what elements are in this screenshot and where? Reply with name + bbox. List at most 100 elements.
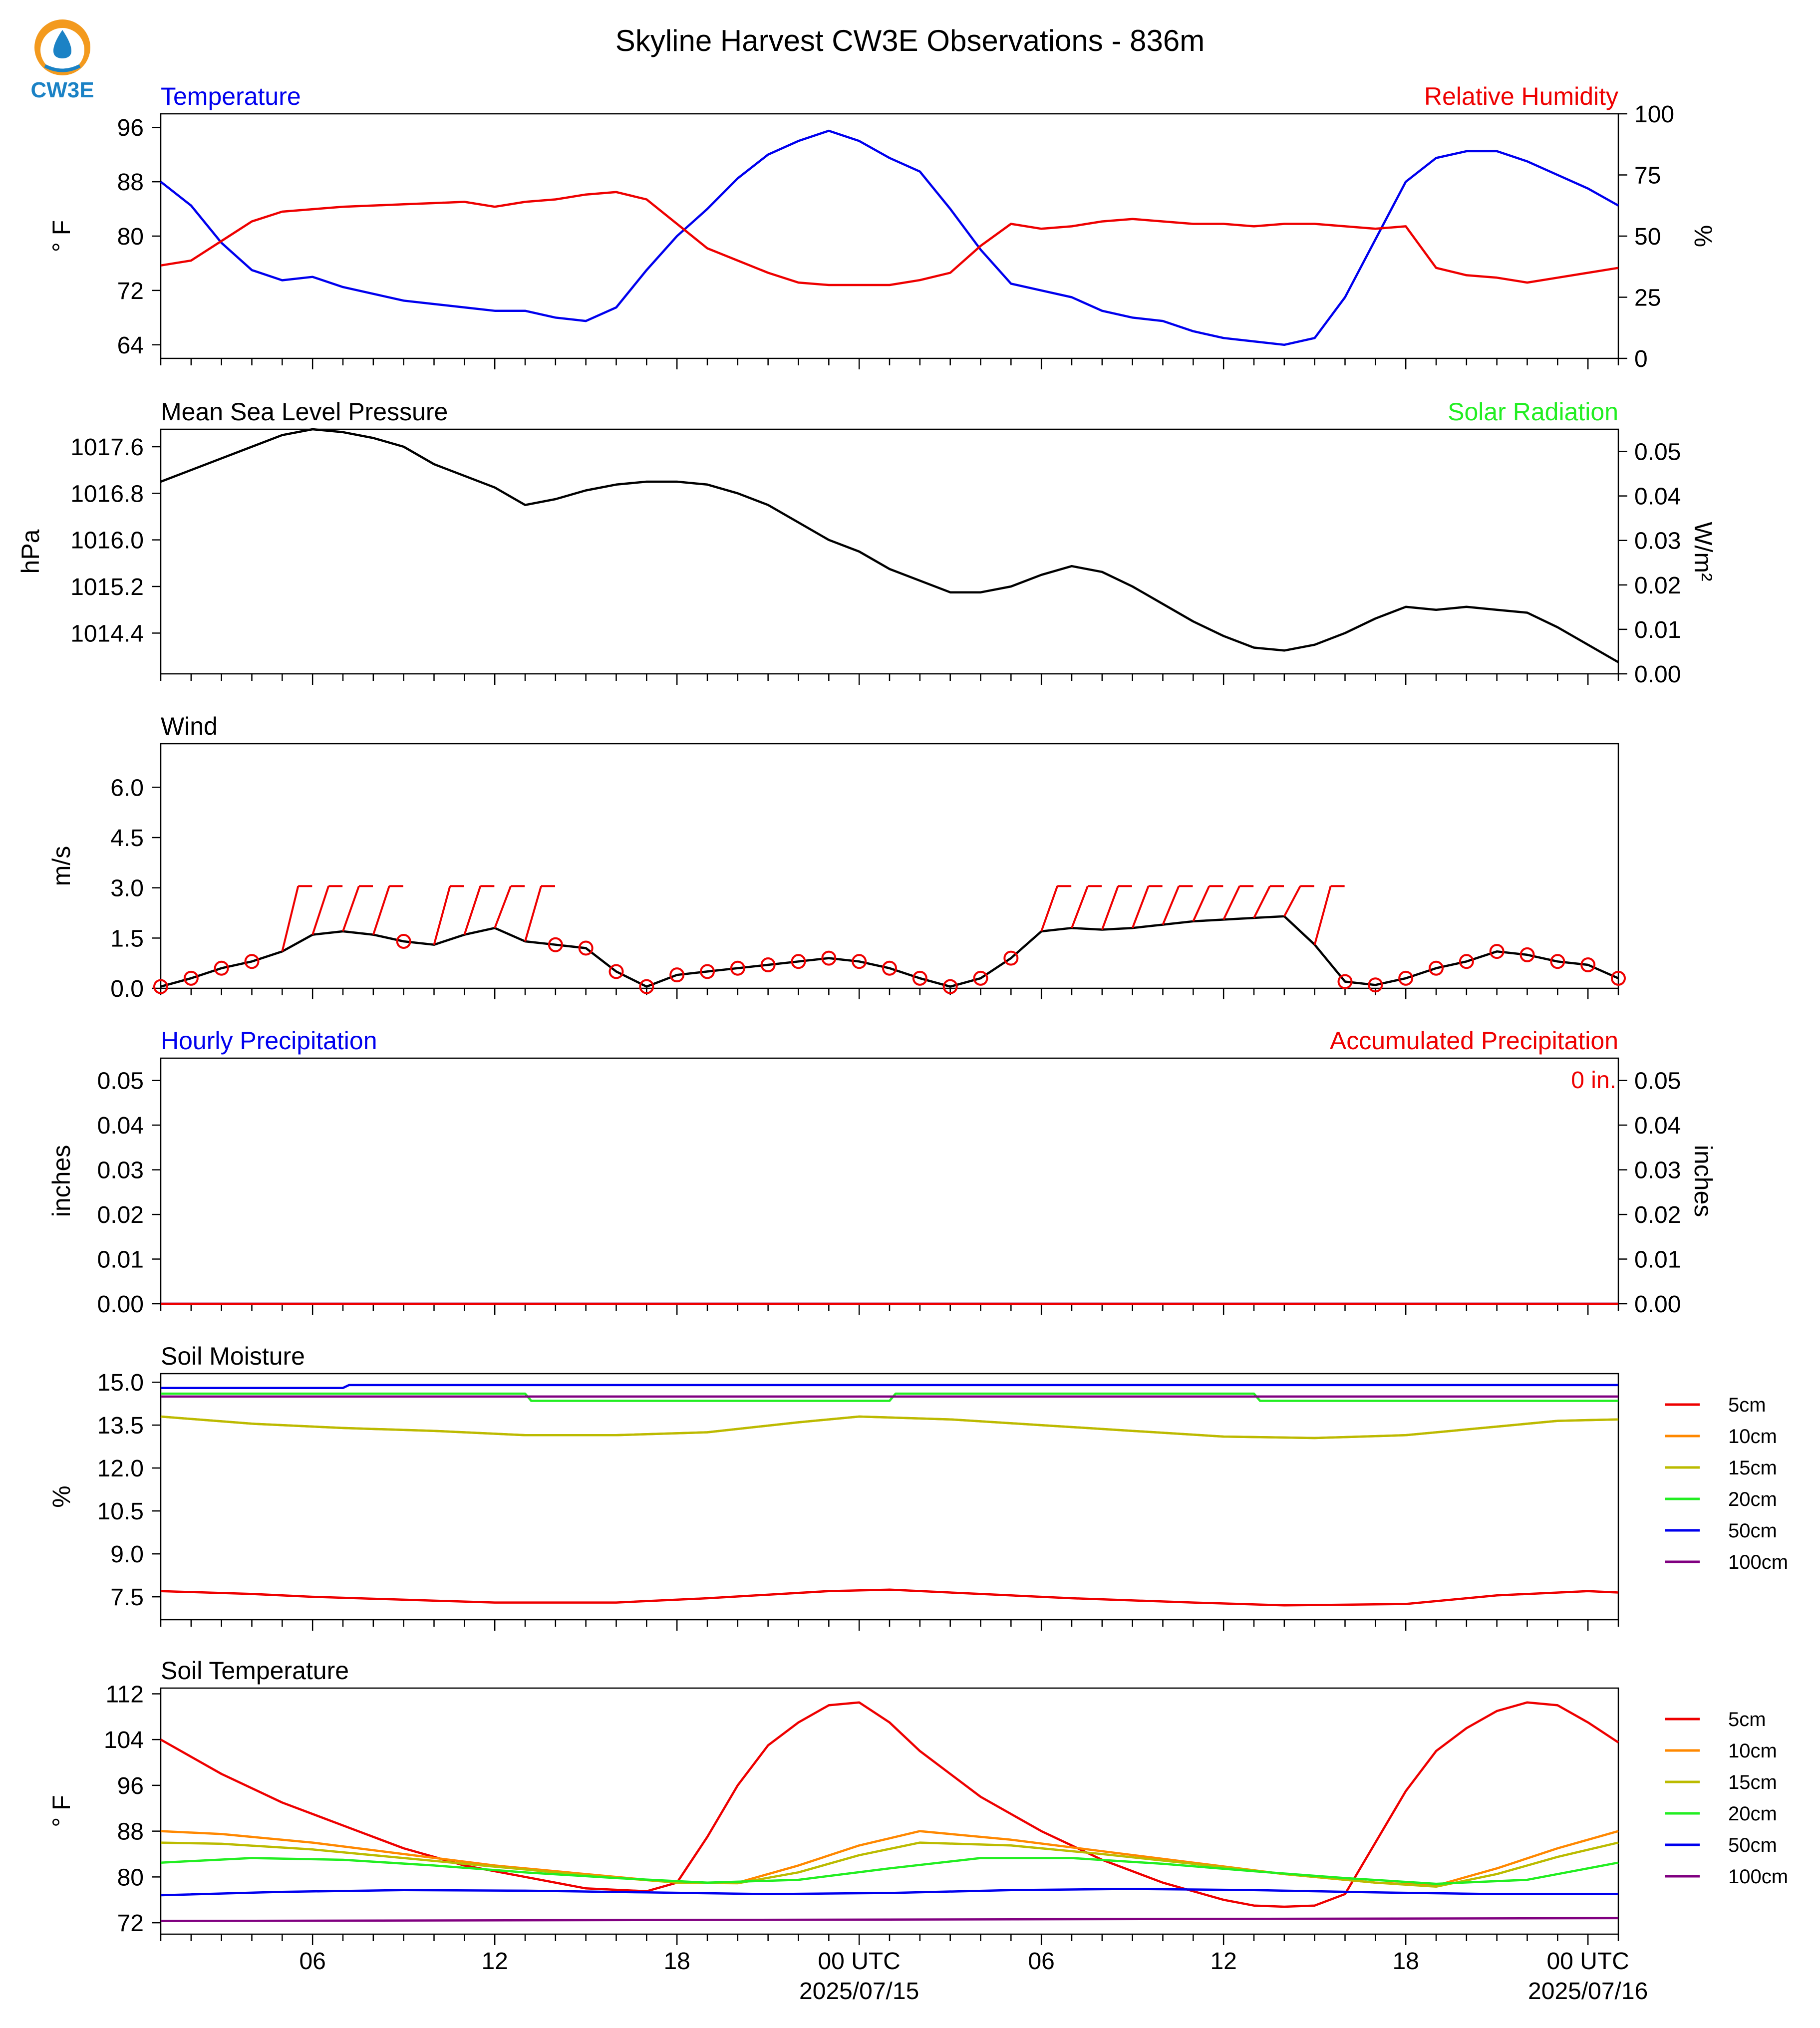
panel-temp_rh: Temperature Relative Humidity 64 72 80 88 96 0 2… — [47, 82, 1717, 372]
x-tick-label: 12 — [481, 1948, 508, 1975]
y-tick-label-left: 0.04 — [97, 1113, 144, 1139]
legend-label: 20cm — [1728, 1803, 1777, 1825]
wind-calm-circle — [973, 970, 988, 986]
wind-calm-circle — [912, 970, 927, 986]
legend-label: 100cm — [1728, 1866, 1788, 1888]
panel-frame — [160, 428, 1619, 675]
wind-barb-staff — [281, 885, 300, 952]
x-date-label: 2025/07/15 — [799, 1978, 919, 2005]
x-tick-label: 18 — [1392, 1948, 1419, 1975]
y-tick-label-left: 1016.8 — [70, 481, 144, 507]
figure-title: Skyline Harvest CW3E Observations - 836m — [615, 24, 1205, 57]
legend-label: 5cm — [1728, 1394, 1766, 1416]
y-tick-label-left: 6.0 — [110, 775, 144, 801]
wind-calm-circle — [700, 964, 715, 979]
legend-label: 10cm — [1728, 1740, 1777, 1762]
wind-calm-circle — [396, 934, 411, 949]
y-axis-label-left: ° F — [47, 220, 75, 252]
wind-barb-staff — [494, 885, 512, 928]
y-tick-label-left: 0.0 — [110, 976, 144, 1002]
y-tick-label-right: 0.00 — [1634, 1291, 1681, 1318]
wind-barb-staff — [1040, 885, 1059, 932]
y-tick-label-left: 112 — [105, 1681, 144, 1708]
panel-wind: Wind 0.0 1.5 3.0 4.5 6.0 m/s — [47, 712, 1626, 1002]
wind-barb-staff — [311, 885, 330, 935]
wind-calm-circle — [1611, 970, 1626, 986]
y-tick-label-left: 104 — [104, 1727, 144, 1753]
wind-calm-circle — [639, 979, 654, 994]
y-tick-label-right: 0.04 — [1634, 1113, 1681, 1139]
x-tick-label: 18 — [663, 1948, 690, 1975]
y-tick-label-right: 0.02 — [1634, 573, 1681, 599]
y-tick-label-left: 1017.6 — [70, 434, 144, 461]
wind-calm-circle — [183, 970, 199, 986]
y-tick-label-left: 7.5 — [110, 1584, 144, 1611]
series-line-50cm — [160, 1888, 1618, 1897]
wind-calm-circle — [1519, 947, 1535, 962]
wind-calm-circle — [852, 954, 867, 969]
y-axis-label-right: % — [1689, 225, 1717, 247]
x-tick-label: 06 — [299, 1948, 325, 1975]
wind-barb-staff — [1253, 885, 1271, 918]
wind-calm-circle — [1429, 960, 1444, 976]
y-tick-label-left: 1015.2 — [70, 574, 144, 600]
y-tick-label-left: 96 — [117, 1773, 144, 1799]
wind-calm-circle — [760, 957, 776, 973]
logo-wave-icon — [44, 64, 81, 72]
legend-label: 15cm — [1728, 1771, 1777, 1793]
y-tick-label-right: 0 — [1634, 346, 1648, 372]
panel-title-right: Relative Humidity — [1424, 82, 1618, 110]
wind-calm-circle — [1550, 954, 1565, 969]
series-line-relative-humidity — [160, 191, 1619, 287]
wind-barb-staff — [342, 885, 360, 932]
cw3e-logo: CW3E — [30, 19, 94, 102]
wind-calm-circle — [1459, 954, 1474, 969]
y-axis-label-left: inches — [47, 1145, 75, 1217]
panel-precip: Hourly Precipitation Accumulated Precipit… — [47, 1027, 1717, 1318]
y-tick-label-left: 0.05 — [97, 1068, 144, 1095]
wind-calm-circle — [244, 954, 260, 969]
wind-barb-staff — [1162, 885, 1180, 925]
x-tick-label: 00 UTC — [1546, 1948, 1629, 1975]
y-tick-label-left: 80 — [117, 224, 144, 250]
panel-pressure: Mean Sea Level Pressure Solar Radiation 10… — [16, 398, 1717, 688]
y-tick-label-left: 80 — [117, 1864, 144, 1891]
wind-barb-staff — [1101, 885, 1119, 930]
logo-text: CW3E — [30, 78, 94, 102]
wind-barb-staff — [1283, 885, 1301, 917]
y-axis-label-right: W/m² — [1689, 522, 1717, 581]
wind-barb-staff — [524, 885, 542, 942]
y-tick-label-left: 0.02 — [97, 1202, 144, 1228]
legend-label: 5cm — [1728, 1709, 1766, 1731]
panel-title-left: Mean Sea Level Pressure — [161, 398, 448, 426]
y-tick-label-left: 1.5 — [110, 925, 144, 952]
panel-title-right: Solar Radiation — [1448, 398, 1618, 426]
wind-calm-circle — [548, 937, 563, 952]
y-tick-label-left: 10.5 — [97, 1498, 144, 1525]
y-axis-label-left: ° F — [47, 1795, 75, 1827]
panel-frame — [160, 1373, 1619, 1621]
wind-barb-staff — [1071, 885, 1089, 928]
wind-barb-staff — [433, 885, 451, 945]
y-tick-label-right: 0.04 — [1634, 484, 1681, 510]
y-tick-label-left: 15.0 — [97, 1370, 144, 1396]
wind-calm-circle — [821, 950, 837, 966]
wind-barb-staff — [1131, 885, 1150, 928]
panel-title-left: Hourly Precipitation — [161, 1027, 377, 1055]
y-axis-label-left: m/s — [47, 846, 75, 886]
panel-title-left: Wind — [161, 712, 218, 740]
y-tick-label-left: 72 — [117, 278, 144, 304]
panel-title-left: Soil Temperature — [161, 1657, 349, 1685]
wind-calm-circle — [942, 979, 958, 994]
x-date-label: 2025/07/16 — [1528, 1978, 1648, 2005]
y-tick-label-left: 96 — [117, 115, 144, 141]
wind-calm-circle — [608, 964, 624, 979]
y-tick-label-right: 0.03 — [1634, 1158, 1681, 1184]
wind-calm-circle — [1489, 944, 1505, 959]
x-tick-label: 00 UTC — [818, 1948, 900, 1975]
series-line-wind-speed — [160, 915, 1619, 988]
wind-barb-staff — [463, 885, 482, 935]
y-tick-label-left: 88 — [117, 1819, 144, 1845]
y-tick-label-right: 75 — [1634, 163, 1661, 189]
